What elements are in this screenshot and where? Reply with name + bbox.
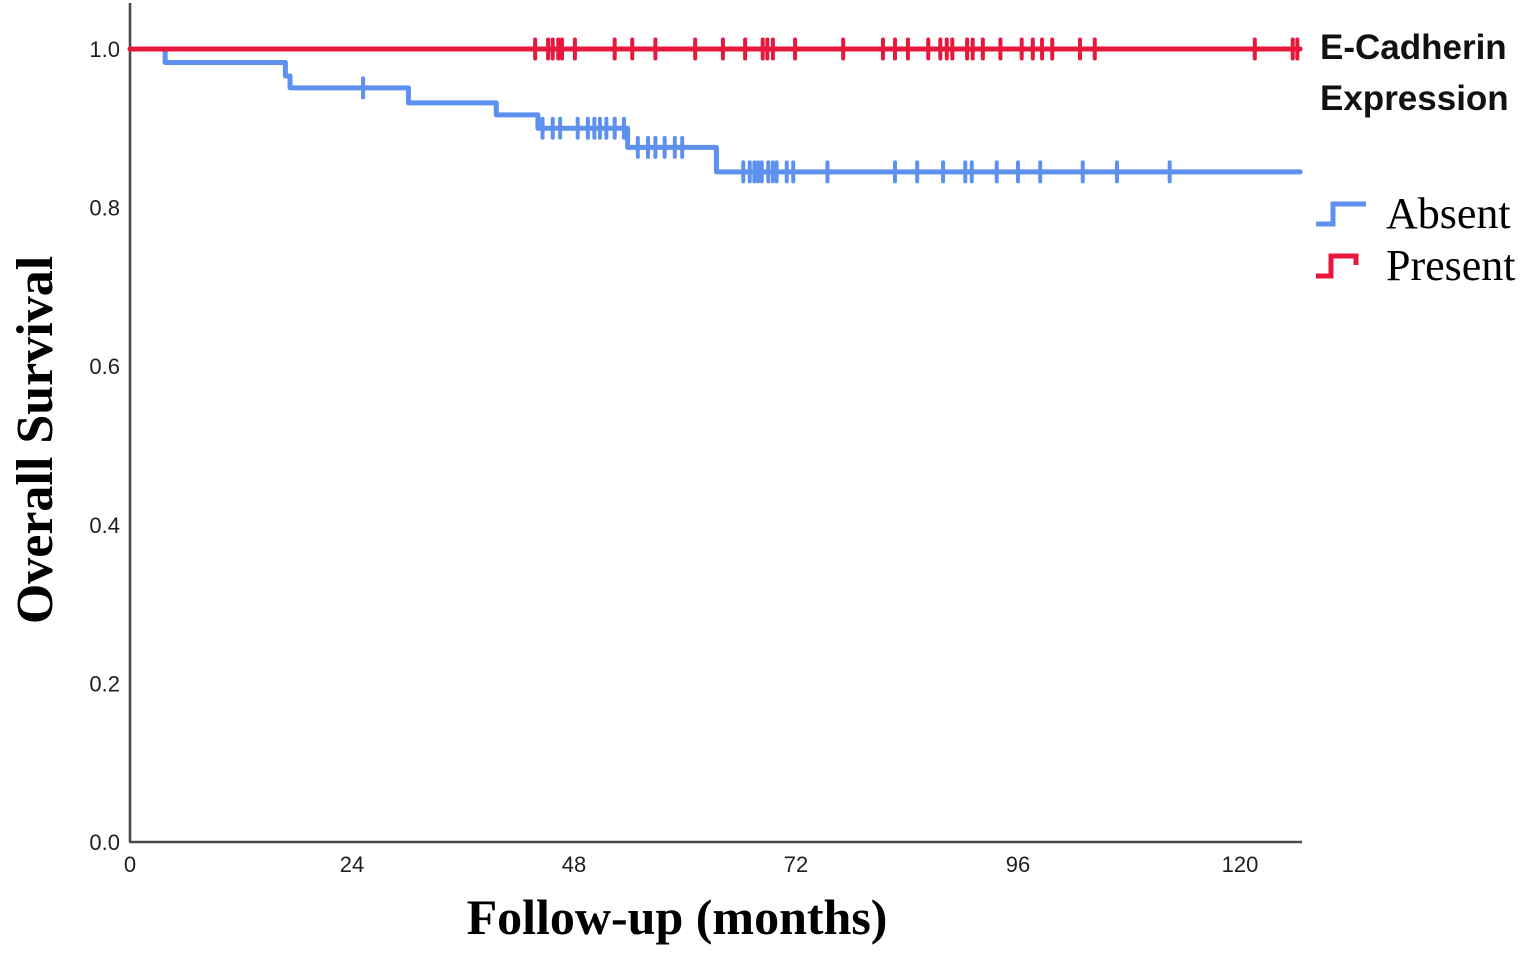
x-tick-label: 24	[340, 852, 364, 877]
y-axis-title: Overall Survival	[7, 255, 64, 625]
legend-label-absent: Absent	[1386, 189, 1511, 238]
x-tick-label: 0	[124, 852, 136, 877]
series-present	[127, 37, 1303, 61]
legend-title-line1: E-Cadherin	[1320, 28, 1507, 67]
step-line-glyph-absent	[1316, 201, 1366, 226]
legend-item-absent: Absent	[1314, 188, 1511, 239]
legend-title-line2: Expression	[1320, 79, 1509, 118]
step-line-glyph-present	[1316, 253, 1359, 278]
x-tick-label: 48	[562, 852, 586, 877]
y-tick-label: 0.2	[89, 671, 120, 696]
legend-item-present: Present	[1314, 240, 1516, 291]
x-tick-label: 72	[784, 852, 808, 877]
y-tick-label: 0.8	[89, 196, 120, 221]
legend-label-present: Present	[1386, 241, 1516, 290]
y-tick-label: 0.0	[89, 830, 120, 855]
legend-title: E-Cadherin Expression	[1320, 22, 1509, 124]
x-tick-label: 96	[1006, 852, 1030, 877]
x-tick-label: 120	[1222, 852, 1259, 877]
x-axis-title: Follow-up (months)	[466, 889, 888, 945]
series-absent	[127, 46, 1303, 184]
y-tick-label: 1.0	[89, 37, 120, 62]
y-tick-label: 0.6	[89, 354, 120, 379]
survival-curve-absent	[127, 46, 1303, 175]
y-tick-label: 0.4	[89, 513, 120, 538]
